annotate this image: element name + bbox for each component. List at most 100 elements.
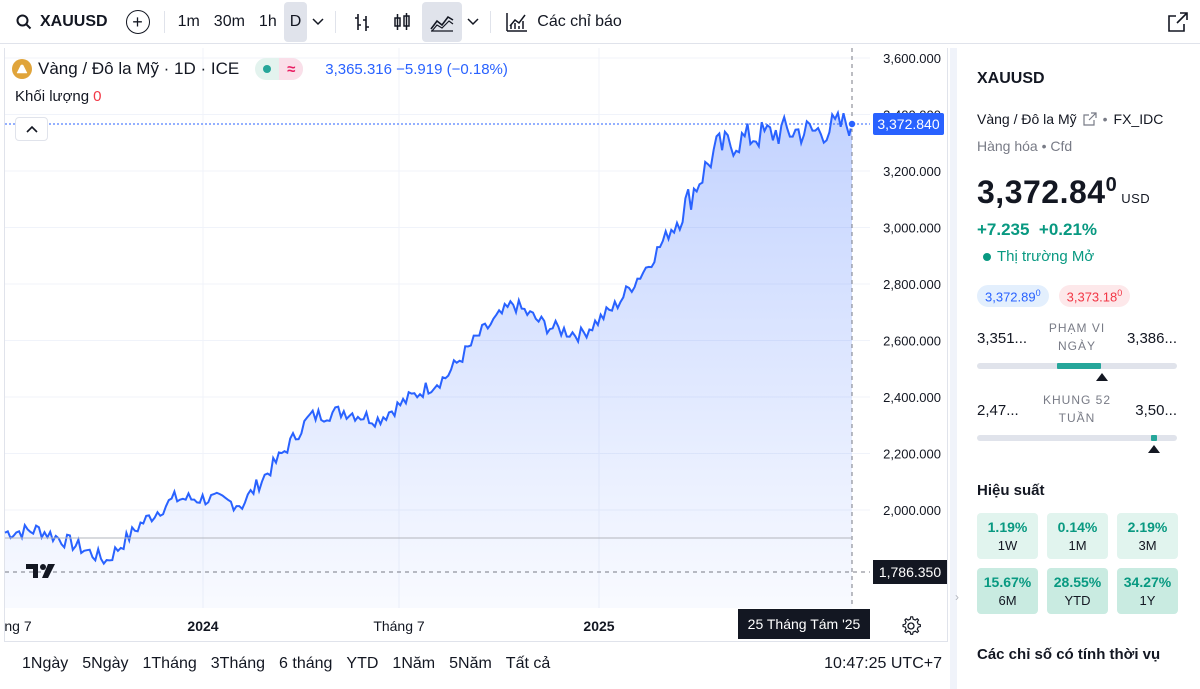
performance-value: 34.27% — [1123, 574, 1172, 590]
symbol-description-text[interactable]: Vàng / Đô la Mỹ — [977, 111, 1077, 127]
market-status[interactable]: Thị trường Mở — [983, 248, 1094, 265]
bid-price-sup: 0 — [1035, 288, 1041, 298]
performance-label: 1Y — [1139, 593, 1156, 608]
volume-value: 0 — [93, 88, 102, 105]
chart-pane[interactable] — [4, 48, 948, 642]
legend-title[interactable]: Vàng / Đô la Mỹ · 1D · ICE — [38, 59, 240, 78]
seasonals-title[interactable]: Các chỉ số có tính thời vụ — [977, 646, 1161, 663]
performance-label: 1M — [1068, 538, 1087, 553]
crosshair-price-tag: 1,786.350 — [873, 560, 947, 584]
price-tick-label: 2,200.000 — [883, 447, 941, 462]
bars-style-button[interactable] — [342, 2, 382, 42]
performance-cell-1m[interactable]: 0.14% 1M — [1047, 513, 1108, 559]
open-external-icon — [1168, 12, 1188, 32]
area-style-button[interactable] — [422, 1, 463, 42]
range-ytd-button[interactable]: YTD — [346, 655, 379, 672]
indicators-button[interactable]: Các chỉ báo — [497, 0, 630, 43]
toolbar-divider — [163, 10, 165, 33]
chart-settings-button[interactable] — [900, 615, 922, 637]
timezone-clock[interactable]: 10:47:25 UTC+7 — [824, 655, 942, 672]
time-tick-label: 2024 — [187, 618, 218, 634]
range-1m-button[interactable]: 1Tháng — [142, 655, 197, 672]
panel-resize-handle[interactable] — [950, 48, 957, 689]
range-5y-button[interactable]: 5Năm — [449, 655, 492, 672]
interval-1h[interactable]: 1h — [258, 12, 277, 30]
symbol-label: XAUUSD — [40, 12, 108, 30]
chart-style-dropdown-button[interactable] — [462, 17, 484, 26]
area-chart-icon — [430, 15, 454, 32]
chevron-up-icon — [25, 125, 38, 133]
panel-symbol[interactable]: XAUUSD — [977, 70, 1045, 87]
day-range-high: 3,386... — [1126, 330, 1177, 347]
collapse-legend-button[interactable] — [15, 117, 48, 141]
week52-range-fill — [1151, 435, 1157, 441]
performance-value: 28.55% — [1053, 574, 1102, 590]
bullet-separator: • — [1102, 111, 1108, 127]
currency-label: USD — [1121, 191, 1151, 206]
price-tick-label: 2,000.000 — [883, 503, 941, 518]
performance-cell-ytd[interactable]: 28.55% YTD — [1047, 568, 1108, 614]
range-6m-button[interactable]: 6 tháng — [279, 655, 333, 672]
performance-cell-6m[interactable]: 15.67% 6M — [977, 568, 1038, 614]
gold-icon — [12, 59, 32, 79]
day-range: 3,351... PHẠM VI NGÀY 3,386... — [977, 318, 1177, 381]
last-price: 3,372.840USD — [977, 174, 1150, 211]
bid-price-main: 3,372.89 — [985, 289, 1036, 305]
performance-title: Hiệu suất — [977, 482, 1045, 499]
time-tick-label: 2025 — [583, 618, 614, 634]
day-range-label-2: NGÀY — [1057, 339, 1096, 353]
day-range-fill — [1057, 363, 1101, 369]
crosshair-date-tag: 25 Tháng Tám '25 — [738, 609, 870, 639]
interval-d[interactable]: D — [283, 1, 308, 42]
range-1y-button[interactable]: 1Năm — [392, 655, 436, 672]
interval-dropdown-button[interactable] — [307, 17, 329, 26]
interval-30m[interactable]: 30m — [213, 12, 245, 30]
performance-cell-1w[interactable]: 1.19% 1W — [977, 513, 1038, 559]
price-tick-label: 2,400.000 — [883, 390, 941, 405]
candlestick-icon — [394, 12, 411, 30]
performance-cell-3m[interactable]: 2.19% 3M — [1117, 513, 1178, 559]
current-price-tag: 3,372.840 — [873, 113, 944, 135]
week52-range-high: 3,50... — [1135, 402, 1177, 419]
chevron-down-icon — [467, 17, 479, 25]
range-all-button[interactable]: Tất cả — [505, 655, 551, 672]
bars-chart-icon — [355, 13, 370, 31]
performance-cell-1y[interactable]: 34.27% 1Y — [1117, 568, 1178, 614]
compare-symbol-button[interactable]: + — [125, 9, 150, 34]
symbol-details-panel: XAUUSD Vàng / Đô la Mỹ • FX_IDC Hàng hóa… — [957, 48, 1200, 689]
tradingview-logo-icon[interactable] — [22, 558, 60, 584]
market-status-pill[interactable]: ≈ — [255, 58, 304, 80]
day-range-marker-icon — [1096, 373, 1108, 381]
range-5d-button[interactable]: 5Ngày — [82, 655, 129, 672]
time-tick-label: ng 7 — [4, 618, 31, 634]
exchange-label[interactable]: FX_IDC — [1113, 111, 1164, 127]
week52-range-low: 2,47... — [977, 402, 1019, 419]
symbol-search-button[interactable]: XAUUSD — [0, 0, 118, 43]
time-axis[interactable]: ng 7 2024 Tháng 7 2025 — [4, 618, 614, 634]
day-range-low: 3,351... — [977, 330, 1028, 347]
day-range-label-1: PHẠM VI — [1048, 321, 1106, 335]
volume-label: Khối lượng — [15, 88, 90, 105]
price-tick-label: 2,800.000 — [883, 277, 941, 292]
chevron-right-icon[interactable]: › — [955, 590, 959, 604]
performance-label: 3M — [1138, 538, 1157, 553]
last-price-sup: 0 — [1105, 174, 1118, 196]
external-link-icon[interactable] — [1083, 112, 1097, 126]
price-area-fill — [5, 112, 852, 609]
delayed-data-icon: ≈ — [279, 58, 304, 80]
price-line — [4, 109, 853, 566]
ask-price: 3,373.180 — [1058, 285, 1131, 308]
time-tick-label: Tháng 7 — [373, 618, 425, 634]
week52-range-marker-icon — [1148, 445, 1160, 453]
gear-icon — [902, 616, 921, 635]
candles-style-button[interactable] — [382, 2, 422, 42]
volume-legend[interactable]: Khối lượng 0 — [15, 88, 101, 105]
time-range-bar: 1Ngày 5Ngày 1Tháng 3Tháng 6 tháng YTD 1N… — [4, 642, 948, 686]
range-3m-button[interactable]: 3Tháng — [210, 655, 266, 672]
last-price-dot — [847, 119, 857, 129]
range-1d-button[interactable]: 1Ngày — [22, 655, 69, 672]
fullscreen-button[interactable] — [1164, 8, 1192, 36]
plus-icon: + — [132, 11, 143, 32]
interval-1m[interactable]: 1m — [177, 12, 200, 30]
